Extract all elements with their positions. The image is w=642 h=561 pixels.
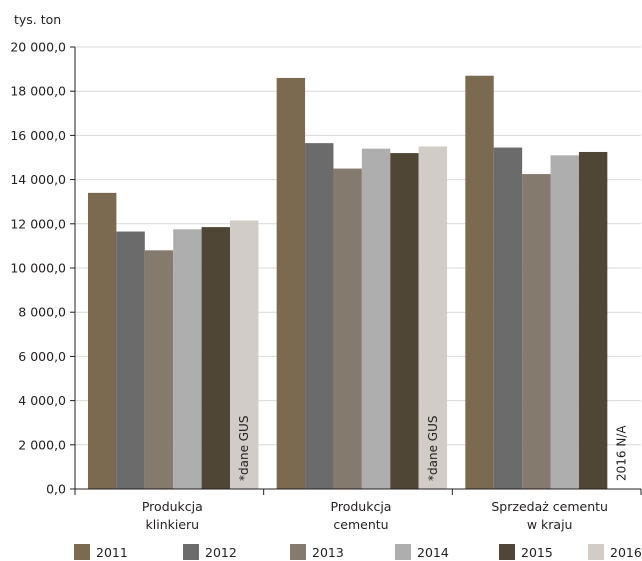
y-axis-label: tys. ton <box>14 12 61 27</box>
legend-item-2016: 2016 <box>588 544 642 560</box>
y-tick-label: 16 000,0 <box>10 128 66 143</box>
legend-swatch <box>588 544 604 560</box>
y-tick-label: 18 000,0 <box>10 84 66 99</box>
legend-swatch <box>290 544 306 560</box>
y-tick-label: 14 000,0 <box>10 172 66 187</box>
bar-2012-1 <box>116 231 145 489</box>
legend-item-2015: 2015 <box>499 544 553 560</box>
y-tick-label: 0,0 <box>46 482 66 497</box>
y-axis-ticks: 0,0 2 000,0 4 000,0 6 000,0 8 000,0 10 000,0 1… <box>10 40 75 497</box>
x-category-label: Sprzedaż cementu w kraju <box>491 499 608 532</box>
bar-annotation: *dane GUS <box>426 416 440 481</box>
bar-2013-3 <box>522 174 551 489</box>
bar-2013-2 <box>333 168 362 490</box>
legend-item-2014: 2014 <box>395 544 449 560</box>
bar-2015-1 <box>201 227 230 490</box>
y-tick-label: 4 000,0 <box>18 393 66 408</box>
bar-annotation: 2016 N/A <box>615 425 629 481</box>
legend-label: 2012 <box>205 545 237 560</box>
x-category-label: Produkcja cementu <box>331 499 392 532</box>
legend-label: 2011 <box>96 545 128 560</box>
bar-2012-3 <box>493 147 523 489</box>
y-tick-label: 20 000,0 <box>10 40 66 55</box>
bar-2015-3 <box>578 151 608 489</box>
y-tick-label: 10 000,0 <box>10 261 66 276</box>
bar-annotation: *dane GUS <box>237 416 251 481</box>
y-tick-label: 6 000,0 <box>18 349 66 364</box>
legend-label: 2016 <box>610 545 642 560</box>
legend-item-2013: 2013 <box>290 544 344 560</box>
axes <box>74 47 642 495</box>
bar-2014-1 <box>173 229 202 489</box>
bar-2015-2 <box>390 153 419 489</box>
legend-swatch <box>499 544 515 560</box>
bars <box>88 75 608 490</box>
y-tick-label: 12 000,0 <box>10 216 66 231</box>
bar-2011-2 <box>276 77 306 489</box>
legend: 2011 2012 2013 2014 2015 2016 <box>74 544 642 560</box>
legend-item-2011: 2011 <box>74 544 128 560</box>
legend-item-2012: 2012 <box>183 544 237 560</box>
legend-swatch <box>395 544 411 560</box>
legend-label: 2015 <box>521 545 553 560</box>
y-tick-label: 2 000,0 <box>18 437 66 452</box>
legend-label: 2013 <box>312 545 344 560</box>
bar-2016-2 <box>418 146 448 489</box>
bar-2014-2 <box>361 148 391 489</box>
bar-2013-1 <box>144 250 174 489</box>
annotations: *dane GUS *dane GUS 2016 N/A <box>237 416 628 481</box>
bar-2011-3 <box>465 75 494 489</box>
x-axis-category-labels: Produkcja klinkieru Produkcja cementu Sprzed… <box>142 499 608 532</box>
bar-2012-2 <box>305 143 334 489</box>
legend-swatch <box>74 544 90 560</box>
x-category-label: Produkcja klinkieru <box>142 499 203 532</box>
legend-swatch <box>183 544 199 560</box>
bar-2011-1 <box>88 192 117 490</box>
bar-2016-1 <box>230 220 259 490</box>
bar-2014-3 <box>550 155 579 490</box>
y-tick-label: 8 000,0 <box>18 305 66 320</box>
legend-label: 2014 <box>417 545 449 560</box>
